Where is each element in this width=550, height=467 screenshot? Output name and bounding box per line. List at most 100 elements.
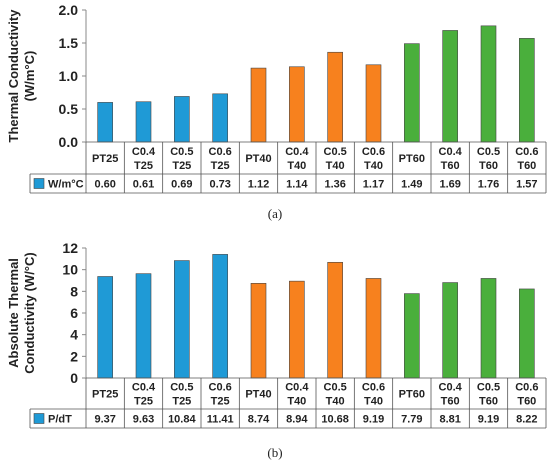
category-label: C0.6 [362,382,385,394]
y-tick-label: 12 [62,240,78,256]
y-tick-label: 2.0 [59,2,79,18]
category-label: T25 [211,160,230,172]
data-value-label: 0.61 [133,179,154,191]
legend-key [33,178,45,189]
data-value-label: 11.41 [207,414,234,426]
data-value-label: 1.17 [363,179,384,191]
legend-series-name: W/m°C [48,179,84,191]
category-label: T25 [172,396,191,408]
data-value-label: 8.81 [439,414,460,426]
category-label: C0.4 [439,146,463,158]
data-value-label: 9.19 [478,414,499,426]
category-label: PT60 [399,153,425,165]
category-label: T60 [517,160,536,172]
category-label: T60 [479,396,498,408]
category-label: T60 [479,160,498,172]
data-value-label: 1.57 [516,179,537,191]
y-tick-label: 6 [70,305,78,321]
category-label: PT40 [245,389,271,401]
category-label: C0.5 [477,146,500,158]
category-label: C0.6 [362,146,385,158]
y-tick-label: 0.0 [59,134,79,150]
bar [174,96,190,143]
data-value-label: 10.68 [321,414,349,426]
bar [289,280,305,379]
category-label: C0.6 [209,382,232,394]
category-label: C0.4 [439,382,463,394]
y-tick-label: 10 [62,262,78,278]
chart-panel-a: 0.0 0.5 1.0 1.5 2.0 Thermal Conductivity (W/m°… [6,2,547,221]
data-value-label: 9.63 [133,414,154,426]
y-axis-title-line: (W/m°C) [22,51,37,102]
bar [480,278,497,379]
bar [327,51,343,143]
legend-series-name: P/dT [48,414,72,426]
y-tick-label: 2 [70,348,78,364]
bar [365,278,382,379]
data-value-label: 0.60 [94,179,115,191]
category-label: C0.5 [477,382,500,394]
bar [519,38,535,143]
bar [404,43,420,143]
category-label: T40 [364,396,383,408]
data-value-label: 1.12 [248,179,269,191]
data-value-label: 1.36 [324,179,345,191]
category-label: C0.6 [515,146,538,158]
data-value-label: 0.73 [209,179,230,191]
bar [404,293,420,379]
category-label: PT25 [92,389,118,401]
data-value-label: 8.22 [516,414,537,426]
bar [135,101,152,143]
data-value-label: 10.84 [168,414,196,426]
chart-panel-b: 0 2 4 6 8 10 12 Absolute Thermal Conductivity (W… [6,240,547,460]
y-tick-label: 0 [70,370,78,386]
y-tick-label: 0.5 [59,101,79,117]
y-tick-label: 8 [70,283,78,299]
category-label: T40 [364,160,383,172]
data-value-label: 1.76 [478,179,499,191]
category-label: C0.6 [515,382,538,394]
bar [212,254,228,379]
data-value-label: 1.69 [439,179,460,191]
category-label: T60 [441,396,460,408]
bar [327,261,343,379]
data-value-label: 9.37 [94,414,115,426]
panel-caption: (a) [268,206,282,221]
category-label: T60 [441,160,460,172]
category-label: T25 [211,396,230,408]
y-tick-label: 4 [70,327,78,343]
category-label: T60 [517,396,536,408]
data-value-label: 8.94 [286,414,308,426]
bar [212,93,228,143]
data-value-label: 7.79 [401,414,422,426]
y-tick-label: 1.0 [59,68,79,84]
category-label: T25 [134,396,153,408]
category-label: C0.5 [324,146,347,158]
category-label: T40 [287,396,306,408]
category-label: C0.5 [170,382,193,394]
category-label: C0.4 [132,146,156,158]
category-label: PT40 [245,153,271,165]
category-label: T25 [172,160,191,172]
data-value-label: 8.74 [248,414,270,426]
category-label: C0.6 [209,146,232,158]
data-value-label: 9.19 [363,414,384,426]
bar [250,283,267,379]
y-axis-title-line: Conductivity (W/°C) [22,252,37,373]
data-value-label: 0.69 [171,179,192,191]
bar [250,67,267,143]
y-tick-label: 1.5 [59,35,79,51]
category-label: T40 [287,160,306,172]
category-label: C0.4 [132,382,156,394]
data-value-label: 1.14 [286,179,308,191]
bar [135,273,152,379]
category-label: PT25 [92,153,118,165]
category-label: T25 [134,160,153,172]
bar [442,282,458,379]
category-label: C0.4 [285,146,309,158]
bar [365,64,382,143]
bar [174,260,190,379]
bar [97,102,113,143]
bar [519,288,535,379]
